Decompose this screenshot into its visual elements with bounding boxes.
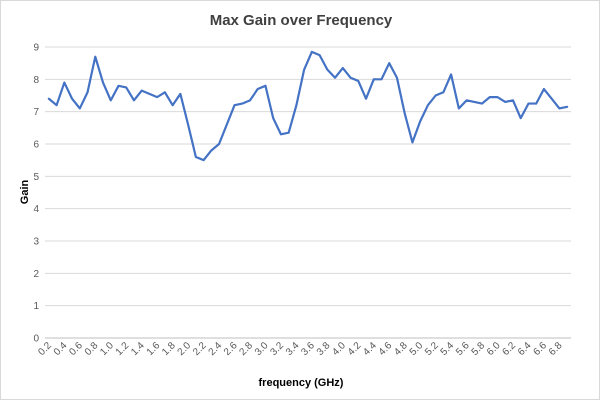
y-tick-label: 3 [33, 237, 39, 248]
x-tick-label: 1.6 [145, 340, 163, 358]
x-tick-label: 4.6 [377, 340, 395, 358]
y-tick-label: 8 [33, 75, 39, 86]
y-tick-label: 5 [33, 172, 39, 183]
y-axis-label: Gain [19, 179, 31, 204]
gridlines [45, 46, 571, 307]
x-tick-label: 4.8 [392, 340, 410, 358]
x-axis-label: frequency (GHz) [259, 377, 344, 389]
y-tick-label: 6 [33, 140, 39, 151]
x-tick-label: 1.0 [98, 340, 116, 358]
x-tick-label: 0.2 [36, 340, 54, 358]
x-tick-label: 5.8 [470, 340, 488, 358]
x-tick-label: 2.6 [222, 340, 240, 358]
x-tick-label: 2.2 [191, 340, 209, 358]
y-tick-label: 2 [33, 269, 39, 280]
y-tick-label: 1 [33, 301, 39, 312]
x-tick-label: 0.6 [67, 340, 85, 358]
x-tick-label: 6.2 [500, 340, 518, 358]
x-tick-label: 4.4 [361, 340, 379, 358]
x-tick-label: 4.2 [346, 340, 364, 358]
x-tick-label: 6.8 [547, 340, 565, 358]
x-tick-label: 5.0 [408, 340, 426, 358]
x-tick-label: 5.4 [439, 340, 457, 358]
x-tick-label: 6.0 [485, 340, 503, 358]
x-tick-label: 0.4 [52, 340, 70, 358]
y-tick-label: 4 [33, 204, 39, 215]
x-tick-label: 3.6 [299, 340, 317, 358]
x-tick-label: 6.6 [531, 340, 549, 358]
y-tick-label: 9 [33, 43, 39, 54]
x-tick-label: 2.0 [176, 340, 194, 358]
x-tick-label: 2.8 [237, 340, 255, 358]
series-line [47, 50, 569, 162]
x-tick-label: 4.0 [330, 340, 348, 358]
x-tick-label: 3.4 [284, 340, 302, 358]
x-tick-label: 5.2 [423, 340, 441, 358]
x-tick-label: 5.6 [454, 340, 472, 358]
x-tick-label: 3.8 [315, 340, 333, 358]
x-tick-label: 2.4 [207, 340, 225, 358]
x-tick-label: 6.4 [516, 340, 534, 358]
x-tick-label: 1.2 [114, 340, 132, 358]
x-tick-label: 0.8 [83, 340, 101, 358]
y-axis-ticks: 0 1 2 3 4 5 6 7 8 9 [33, 43, 39, 345]
x-axis-ticks: 0.20.40.60.81.01.21.41.61.82.02.22.42.62… [36, 340, 564, 358]
x-tick-label: 1.4 [129, 340, 147, 358]
chart-title: Max Gain over Frequency [210, 12, 393, 29]
x-tick-label: 3.0 [253, 340, 271, 358]
y-tick-label: 7 [33, 107, 39, 118]
y-tick-label: 0 [33, 334, 39, 345]
x-tick-label: 1.8 [160, 340, 178, 358]
x-tick-label: 3.2 [268, 340, 286, 358]
